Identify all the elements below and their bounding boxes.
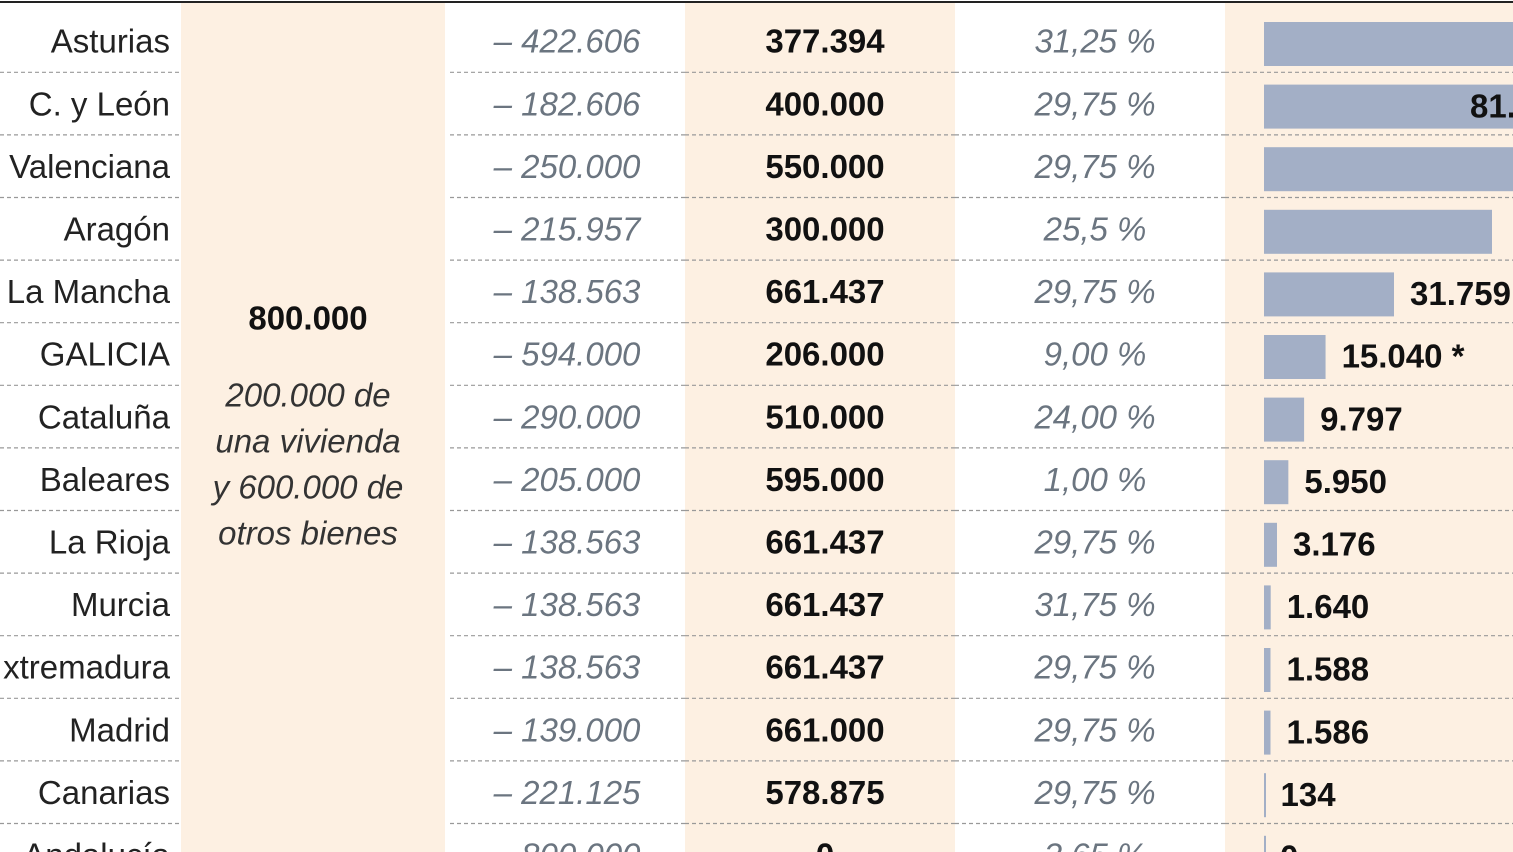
taxable-base: 206.000: [765, 336, 884, 373]
deduction: – 139.000: [493, 711, 641, 748]
region-name: Madrid: [69, 711, 170, 748]
taxable-base: 661.437: [765, 524, 884, 561]
region-name: Cataluña: [38, 398, 171, 435]
bar: [1264, 522, 1278, 567]
deduction: – 221.125: [493, 774, 641, 811]
tax-rate: 31,75 %: [1034, 586, 1155, 623]
tax-rate: 29,75 %: [1033, 524, 1155, 561]
region-name: Asturias: [51, 23, 170, 60]
region-name: GALICIA: [40, 336, 170, 373]
region-name: Aragón: [64, 211, 170, 248]
region-name: xtremadura: [3, 649, 171, 686]
tax-rate: 29,75 %: [1033, 774, 1155, 811]
region-name: La Rioja: [49, 524, 171, 561]
deduction: – 138.563: [493, 524, 641, 561]
bar: [1264, 209, 1492, 254]
bar-label: 15.040 *: [1342, 338, 1465, 375]
taxable-base: 661.000: [765, 711, 884, 748]
bar: [1264, 585, 1271, 630]
bar: [1264, 773, 1266, 818]
bar-label: 31.759: [1410, 275, 1511, 312]
taxable-base: 661.437: [765, 273, 884, 310]
tax-rate: 29,75 %: [1033, 273, 1155, 310]
bar: [1264, 648, 1271, 692]
tax-rate: 29,75 %: [1033, 148, 1155, 185]
taxable-base: 510.000: [765, 398, 884, 435]
taxable-base: 661.437: [765, 586, 884, 623]
region-name: Murcia: [71, 586, 171, 623]
tax-rate: 1,00 %: [1044, 461, 1147, 498]
bar: [1264, 335, 1326, 379]
region-name: Andalucía: [23, 837, 170, 852]
merged-note: una vivienda: [215, 423, 400, 460]
tax-rate: 25,5 %: [1043, 211, 1147, 248]
bar: [1264, 835, 1266, 852]
merged-note: otros bienes: [218, 515, 398, 552]
bar-label: 1.588: [1287, 651, 1370, 688]
bar: [1264, 147, 1513, 192]
bar: [1264, 272, 1394, 317]
bar-label: 3.176: [1293, 526, 1376, 563]
deduction: – 800.000: [493, 837, 641, 852]
taxable-base: 550.000: [765, 148, 884, 185]
taxable-base: 377.394: [765, 23, 885, 60]
taxable-base: 661.437: [765, 649, 884, 686]
region-name: C. y León: [29, 85, 170, 122]
deduction: – 594.000: [493, 336, 641, 373]
deduction: – 138.563: [493, 273, 641, 310]
deduction: – 205.000: [493, 461, 641, 498]
taxable-base: 0: [816, 837, 834, 852]
taxable-base: 300.000: [765, 211, 884, 248]
tax-rate: 31,25 %: [1034, 23, 1155, 60]
bar: [1264, 397, 1305, 442]
bar-label: 1.586: [1286, 713, 1369, 750]
region-name: Canarias: [38, 774, 170, 811]
deduction: – 138.563: [493, 649, 641, 686]
deduction: – 215.957: [493, 211, 642, 248]
tax-rate: 29,75 %: [1033, 85, 1155, 122]
taxable-base: 578.875: [765, 774, 884, 811]
tax-rate: 29,75 %: [1033, 711, 1155, 748]
deduction: – 250.000: [493, 148, 641, 185]
bar-label: 1.640: [1287, 588, 1370, 625]
tax-rate: 29,75 %: [1033, 649, 1155, 686]
tax-rate: 3,65 %: [1044, 837, 1147, 852]
bar: [1264, 710, 1271, 755]
bar-label: 5.950: [1304, 463, 1387, 500]
bar: [1264, 460, 1289, 505]
taxable-base: 595.000: [765, 461, 884, 498]
bar-label: 134: [1281, 776, 1337, 813]
deduction: – 138.563: [493, 586, 641, 623]
region-name: La Mancha: [7, 273, 171, 310]
merged-note: y 600.000 de: [211, 469, 404, 506]
tax-rate: 9,00 %: [1044, 336, 1147, 373]
region-name: Baleares: [40, 461, 170, 498]
tax-rate: 24,00 %: [1033, 398, 1155, 435]
bar-label: 9.797: [1320, 400, 1403, 437]
region-name: Valenciana: [9, 148, 170, 185]
bar: [1264, 22, 1513, 66]
shaded-column: [181, 3, 445, 852]
shaded-column: [685, 3, 955, 852]
bar-label: 0: [1280, 839, 1298, 852]
merged-note: 200.000 de: [224, 377, 390, 414]
bar: [1264, 84, 1513, 129]
deduction: – 422.606: [493, 23, 641, 60]
deduction: – 182.606: [493, 85, 641, 122]
bar-label: 81.: [1470, 87, 1513, 124]
merged-value: 800.000: [248, 300, 367, 337]
taxable-base: 400.000: [765, 85, 884, 122]
deduction: – 290.000: [493, 398, 641, 435]
